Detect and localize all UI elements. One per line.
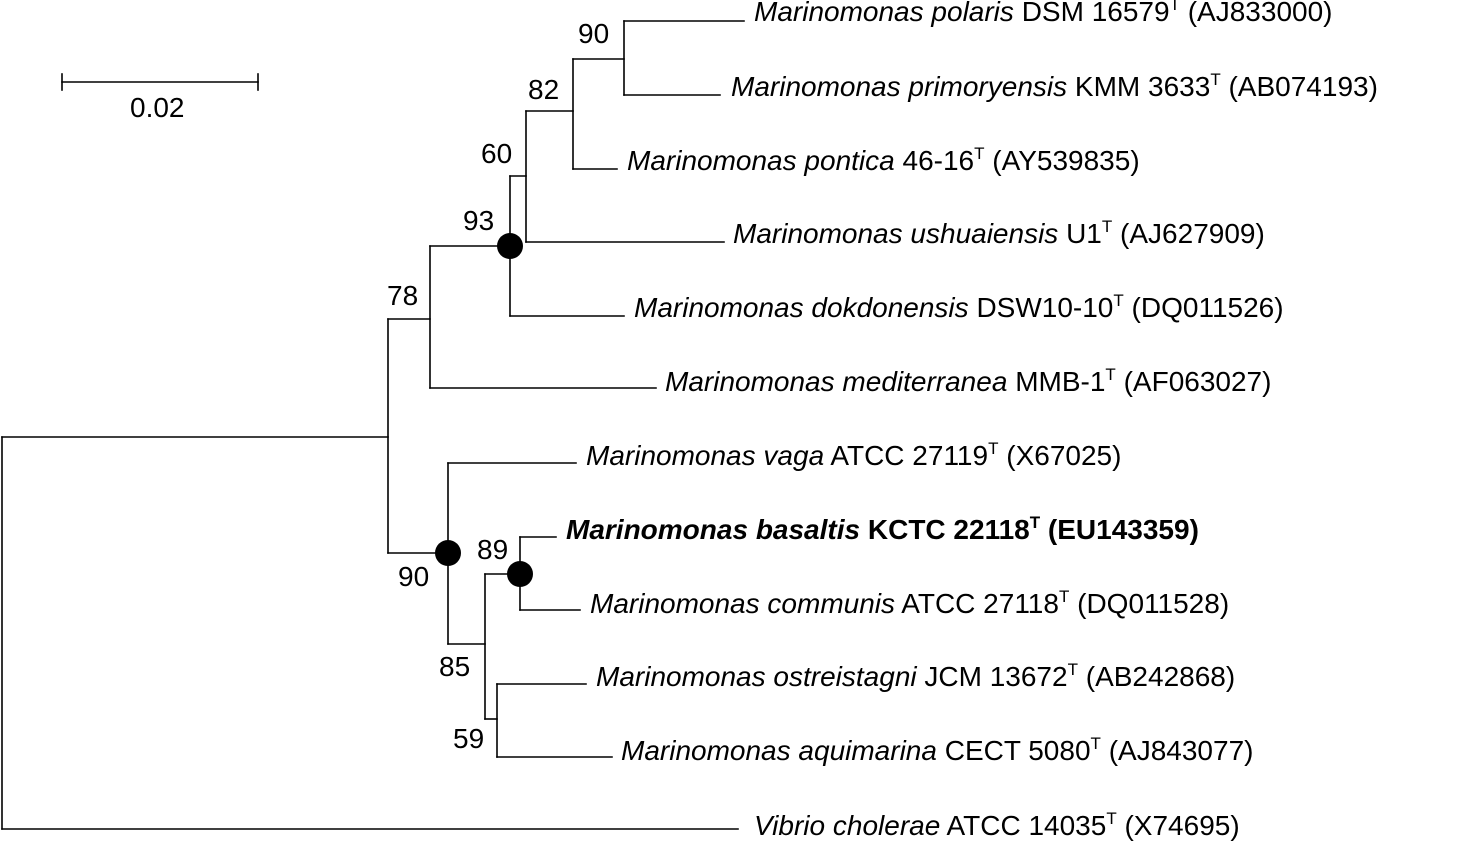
taxon-label-vaga: Marinomonas vaga ATCC 27119T (X67025)	[586, 439, 1122, 471]
taxon-label-aquimarina: Marinomonas aquimarina CECT 5080T (AJ843…	[621, 734, 1254, 766]
node-marker-93	[497, 233, 523, 259]
bootstrap-value: 90	[578, 18, 610, 49]
taxon-label-vibrio-cholerae: Vibrio cholerae ATCC 14035T (X74695)	[754, 809, 1240, 841]
bootstrap-value: 93	[463, 205, 495, 236]
taxon-label-ushuaiensis: Marinomonas ushuaiensis U1T (AJ627909)	[733, 217, 1265, 249]
node-marker-89	[507, 561, 533, 587]
bootstrap-value: 78	[387, 280, 419, 311]
bootstrap-value: 82	[528, 74, 560, 105]
node-marker-90-lower	[435, 540, 461, 566]
taxon-label-basaltis: Marinomonas basaltis KCTC 22118T (EU1433…	[566, 513, 1199, 545]
taxon-label-mediterranea: Marinomonas mediterranea MMB-1T (AF06302…	[665, 365, 1272, 397]
scale-bar	[61, 73, 259, 91]
taxon-label-communis: Marinomonas communis ATCC 27118T (DQ0115…	[590, 587, 1230, 619]
taxon-label-polaris: Marinomonas polaris DSM 16579T (AJ833000…	[754, 0, 1333, 27]
taxon-label-pontica: Marinomonas pontica 46-16T (AY539835)	[627, 144, 1140, 176]
scale-bar-label: 0.02	[130, 92, 185, 123]
taxon-label-dokdonensis: Marinomonas dokdonensis DSW10-10T (DQ011…	[634, 291, 1284, 323]
bootstrap-value: 59	[453, 723, 485, 754]
bootstrap-value: 60	[481, 138, 513, 169]
bootstrap-value: 90	[398, 561, 430, 592]
taxon-label-primoryensis: Marinomonas primoryensis KMM 3633T (AB07…	[731, 70, 1378, 102]
bootstrap-value: 89	[477, 534, 509, 565]
taxon-label-ostreistagni: Marinomonas ostreistagni JCM 13672T (AB2…	[596, 660, 1236, 692]
bootstrap-value: 85	[439, 651, 471, 682]
